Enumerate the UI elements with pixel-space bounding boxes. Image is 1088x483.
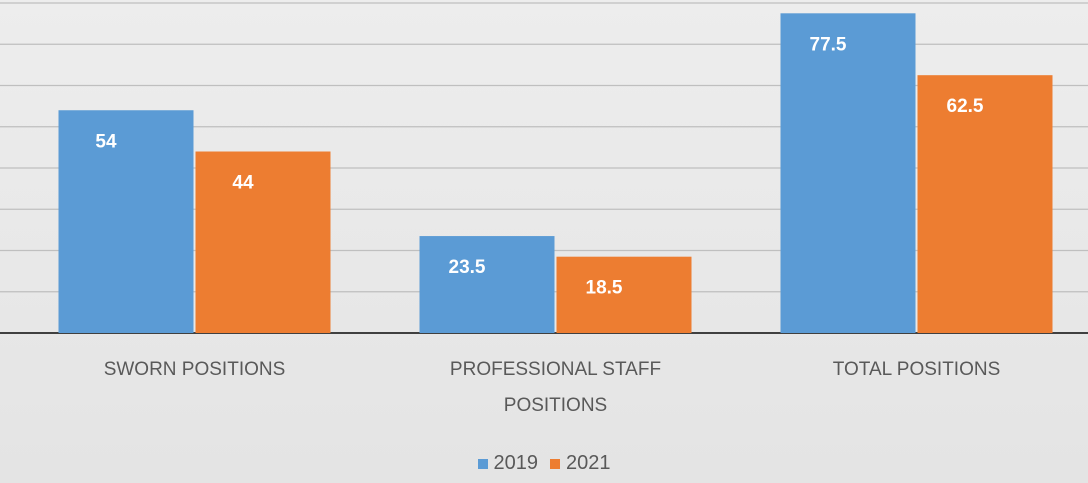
- legend-swatch: [477, 458, 488, 469]
- legend-label: 2021: [566, 452, 611, 474]
- data-label: 23.5: [449, 257, 486, 278]
- data-label: 18.5: [586, 278, 623, 299]
- legend-item: 2019: [477, 452, 539, 475]
- legend-label: 2019: [493, 452, 539, 474]
- bar: [58, 110, 194, 333]
- x-tick-label: TOTAL POSITIONS: [832, 359, 1001, 380]
- data-label: 77.5: [810, 34, 847, 55]
- legend: 2019 2021: [0, 452, 1088, 475]
- data-label: 44: [232, 173, 254, 194]
- bar: [556, 256, 692, 333]
- x-tick-label: PROFESSIONAL STAFF POSITIONS: [449, 359, 662, 416]
- bar: [917, 75, 1053, 333]
- bar: [419, 236, 555, 333]
- legend-item: 2021: [550, 452, 611, 475]
- data-label: 62.5: [947, 96, 984, 117]
- bar: [780, 13, 916, 333]
- legend-swatch: [550, 458, 560, 469]
- data-label: 54: [95, 131, 117, 152]
- bar: [195, 151, 331, 333]
- x-tick-label: SWORN POSITIONS: [103, 359, 286, 380]
